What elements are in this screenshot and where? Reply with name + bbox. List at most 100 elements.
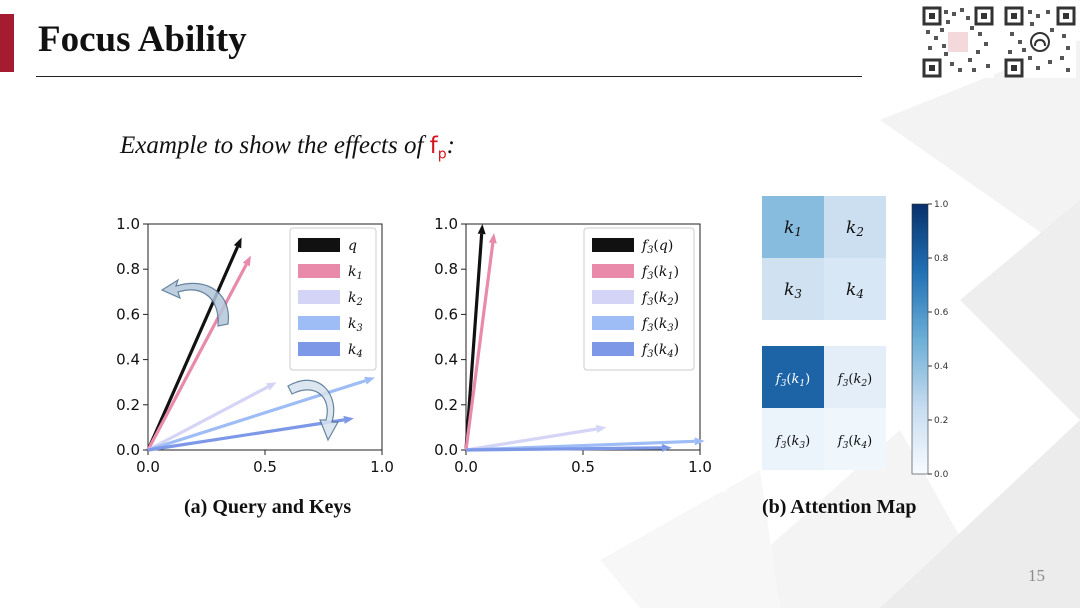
legend-label: k1	[348, 264, 363, 282]
vector-head-k2	[265, 382, 277, 391]
y-tick-label: 0.8	[434, 260, 458, 278]
vector-k4	[147, 418, 345, 452]
query-keys-chart-after: 0.0 0.2 0.4 0.6 0.8 1.0 0.0 0.5 1.0 f3(q) f3(k1) f3…	[418, 200, 726, 492]
heatmap-cell-label: f3(k4)	[837, 434, 872, 451]
heatmap-cell-label: k3	[784, 280, 802, 301]
legend-label: f3(k1)	[641, 264, 679, 282]
qr-code-icon	[922, 6, 994, 78]
rotation-arrow-up-icon	[160, 278, 230, 327]
rotation-arrow-down-icon	[287, 379, 340, 442]
x-tick-label: 0.0	[454, 458, 478, 476]
legend-label: f3(k2)	[641, 290, 679, 308]
vector-k1	[146, 263, 248, 451]
heatmap-cell-label: k1	[784, 218, 802, 239]
colorbar-tick-label: 0.0	[934, 470, 949, 480]
y-tick-label: 0.2	[116, 396, 140, 414]
legend-swatch	[592, 290, 634, 304]
colorbar-tick-label: 0.8	[934, 254, 949, 264]
y-tick-label: 1.0	[116, 215, 140, 233]
heatmap-cell	[762, 258, 824, 320]
vector-f3k1	[464, 242, 495, 451]
vector-head-k1	[242, 255, 251, 267]
fp-letter: f	[429, 133, 438, 159]
subtitle-colon: :	[446, 132, 455, 159]
vector-f3k4	[465, 446, 662, 452]
x-tick-label: 0.0	[136, 458, 160, 476]
vector-f3q	[464, 233, 484, 451]
legend-box	[583, 227, 695, 371]
y-tick-label: 0.6	[434, 305, 458, 323]
heatmap-cell	[824, 408, 886, 470]
legend-label: q	[348, 238, 357, 254]
query-keys-chart-before: 0.0 0.2 0.4 0.6 0.8 1.0 0.0 0.5 1.0 q k1 k2 k3 k4	[100, 200, 408, 492]
legend-label: f3(q)	[641, 238, 673, 256]
y-tick-label: 0.4	[434, 351, 458, 369]
vector-head-f3k3	[694, 437, 705, 446]
legend-swatch	[592, 342, 634, 356]
vector-head-f3q	[477, 224, 486, 235]
legend-swatch	[298, 238, 340, 252]
vector-f3k2	[465, 427, 597, 452]
legend-swatch	[298, 316, 340, 330]
x-tick-label: 1.0	[370, 458, 394, 476]
heatmap-cell-label: k4	[846, 280, 864, 301]
legend-label: f3(k3)	[641, 316, 679, 334]
colorbar-tick-label: 0.4	[934, 362, 949, 372]
colorbar-tick-label: 0.2	[934, 416, 948, 426]
vector-head-f3k2	[595, 425, 607, 433]
legend-swatch	[298, 342, 340, 356]
github-qr-code-icon	[1004, 6, 1076, 78]
heatmap-cell	[762, 196, 824, 258]
legend-label: k4	[348, 342, 363, 360]
x-tick-label: 0.5	[253, 458, 277, 476]
subtitle: Example to show the effects of fp:	[120, 132, 455, 163]
attention-map: k1 k2 k3 k4 f3(k1) f3(k2) f3(k3) f3(k4) 0.0 0.2 0.…	[762, 196, 949, 480]
y-tick-label: 0.6	[116, 305, 140, 323]
heatmap-cell-label: f3(k3)	[775, 434, 810, 451]
legend-swatch	[298, 264, 340, 278]
heatmap-cell-label: k2	[846, 218, 864, 239]
colorbar	[911, 203, 929, 475]
title-underline	[36, 76, 862, 77]
vector-head-k4	[343, 415, 354, 424]
legend-swatch	[298, 290, 340, 304]
y-tick-label: 0.0	[434, 441, 458, 459]
page-number: 15	[1028, 566, 1045, 585]
heatmap-cell-label: f3(k2)	[837, 372, 872, 389]
vector-head-f3k4	[661, 443, 672, 452]
y-tick-label: 1.0	[434, 215, 458, 233]
vector-k2	[147, 385, 269, 452]
vector-head-f3k1	[488, 233, 497, 244]
heatmap-cell	[824, 258, 886, 320]
heatmap-cell	[762, 346, 824, 408]
heatmap-cell	[824, 346, 886, 408]
slide-title: Focus Ability	[38, 19, 247, 60]
x-tick-label: 0.5	[571, 458, 595, 476]
heatmap-cell	[824, 196, 886, 258]
y-tick-label: 0.2	[434, 396, 458, 414]
x-tick-label: 1.0	[688, 458, 712, 476]
legend-label: f3(k4)	[641, 342, 679, 360]
title-accent-bar	[0, 14, 14, 72]
legend-swatch	[592, 238, 634, 252]
vector-q	[146, 246, 240, 451]
colorbar-tick-label: 1.0	[934, 200, 949, 210]
y-tick-label: 0.4	[116, 351, 140, 369]
fp-symbol: fp	[429, 133, 447, 163]
vector-head-k3	[364, 376, 375, 385]
caption-attention-map: (b) Attention Map	[762, 496, 917, 518]
legend-label: k3	[348, 316, 363, 334]
legend-label: k2	[348, 290, 363, 308]
subtitle-text: Example to show the effects of	[120, 132, 424, 159]
heatmap-cell-label: f3(k1)	[775, 372, 810, 389]
y-tick-label: 0.0	[116, 441, 140, 459]
legend-swatch	[592, 316, 634, 330]
heatmap-cell	[762, 408, 824, 470]
vector-head-q	[233, 237, 242, 249]
rotation-arrows	[160, 278, 340, 442]
caption-query-and-keys: (a) Query and Keys	[184, 496, 352, 518]
fp-subscript: p	[437, 146, 447, 163]
legend-swatch	[592, 264, 634, 278]
y-tick-label: 0.8	[116, 260, 140, 278]
